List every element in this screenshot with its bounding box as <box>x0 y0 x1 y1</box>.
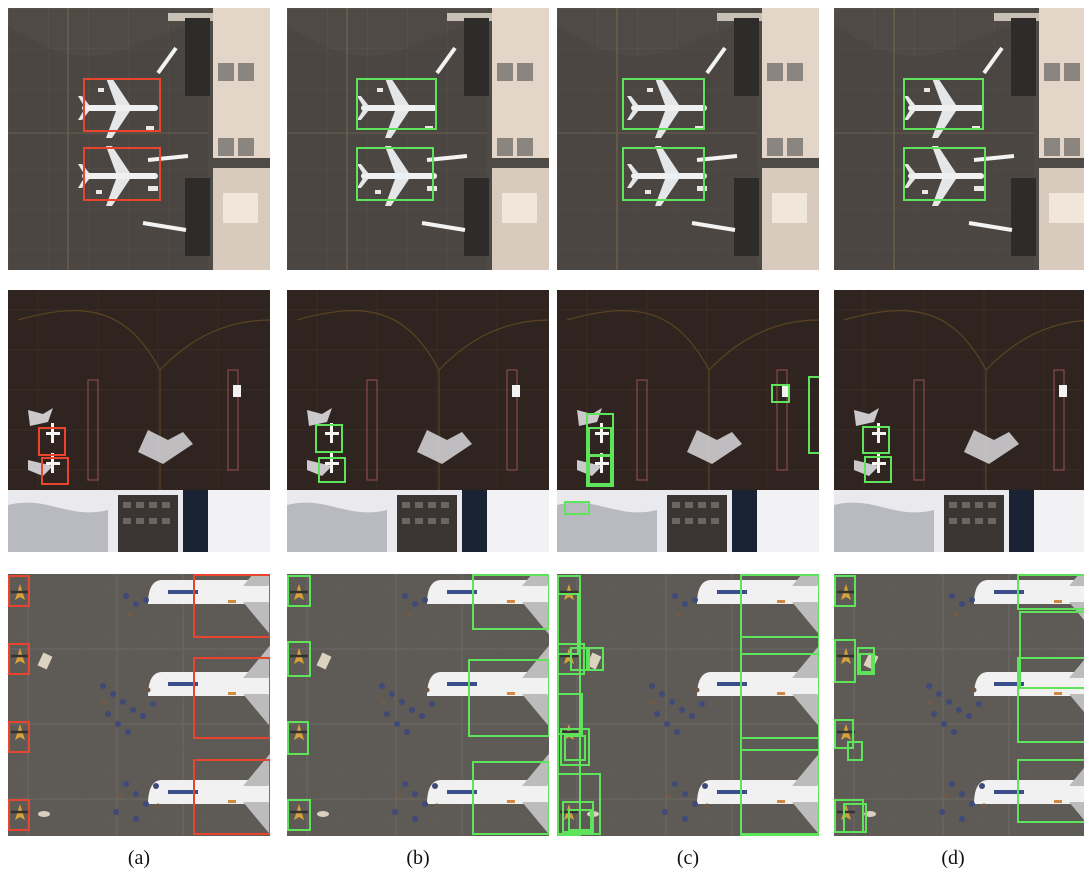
gt-box <box>8 799 30 831</box>
gt-box <box>8 721 30 753</box>
pred-box <box>834 719 854 749</box>
gt-box <box>83 78 161 132</box>
pred-box <box>570 647 590 671</box>
pred-box <box>834 575 856 607</box>
pred-box <box>557 593 579 655</box>
pred-box <box>287 641 311 677</box>
image-r3-c <box>557 574 819 836</box>
caption-a: (a) <box>127 847 151 869</box>
pred-box <box>356 78 437 130</box>
image-r3-b <box>287 574 549 836</box>
gt-box <box>38 427 66 456</box>
pred-box <box>315 424 343 453</box>
pred-box <box>740 653 819 739</box>
pred-box <box>859 653 873 673</box>
pred-box <box>622 78 705 130</box>
pred-box <box>568 809 592 831</box>
caption-c: (c) <box>676 847 700 869</box>
pred-box <box>468 659 549 737</box>
image-r1-b <box>287 8 549 270</box>
pred-box <box>857 647 875 675</box>
pred-box <box>472 761 549 835</box>
pred-box <box>740 749 819 835</box>
pred-box <box>564 735 586 761</box>
caption-b: (b) <box>406 847 430 869</box>
pred-box <box>808 376 819 454</box>
image-r2-d <box>834 290 1084 552</box>
pred-box <box>1017 759 1084 823</box>
image-r1-d <box>834 8 1084 270</box>
pred-box <box>1017 574 1084 610</box>
image-r1-a <box>8 8 270 270</box>
image-r1-c <box>557 8 819 270</box>
gt-box <box>193 657 270 739</box>
pred-box <box>560 728 590 766</box>
pred-box <box>557 773 601 835</box>
pred-box <box>1019 611 1084 689</box>
pred-box <box>586 413 614 487</box>
image-r2-b <box>287 290 549 552</box>
caption-d: (d) <box>941 847 965 869</box>
gt-box <box>83 147 161 201</box>
pred-box <box>588 455 612 485</box>
gt-box <box>193 574 270 638</box>
pred-box <box>287 721 309 755</box>
pred-box <box>1017 657 1084 743</box>
pred-box <box>287 799 311 831</box>
pred-box <box>557 643 585 675</box>
gt-box <box>8 575 30 607</box>
pred-box <box>287 575 311 607</box>
image-r3-d <box>834 574 1084 836</box>
pred-box <box>472 574 549 630</box>
pred-box <box>834 639 856 683</box>
pred-box <box>564 501 590 515</box>
pred-box <box>318 457 346 483</box>
pred-box <box>903 147 986 201</box>
image-r2-a <box>8 290 270 552</box>
pred-box <box>862 426 890 454</box>
pred-box <box>847 741 863 761</box>
image-r2-c <box>557 290 819 552</box>
pred-box <box>740 574 819 638</box>
pred-box <box>843 803 867 833</box>
gt-box <box>8 643 30 675</box>
pred-box <box>864 456 892 483</box>
pred-box <box>586 647 604 671</box>
gt-box <box>193 759 270 835</box>
pred-box <box>562 801 594 833</box>
pred-box <box>903 78 984 130</box>
gt-box <box>41 457 69 485</box>
pred-box <box>356 147 434 201</box>
image-r3-a <box>8 574 270 836</box>
pred-box <box>771 384 790 403</box>
pred-box <box>557 693 583 735</box>
pred-box <box>622 147 705 201</box>
